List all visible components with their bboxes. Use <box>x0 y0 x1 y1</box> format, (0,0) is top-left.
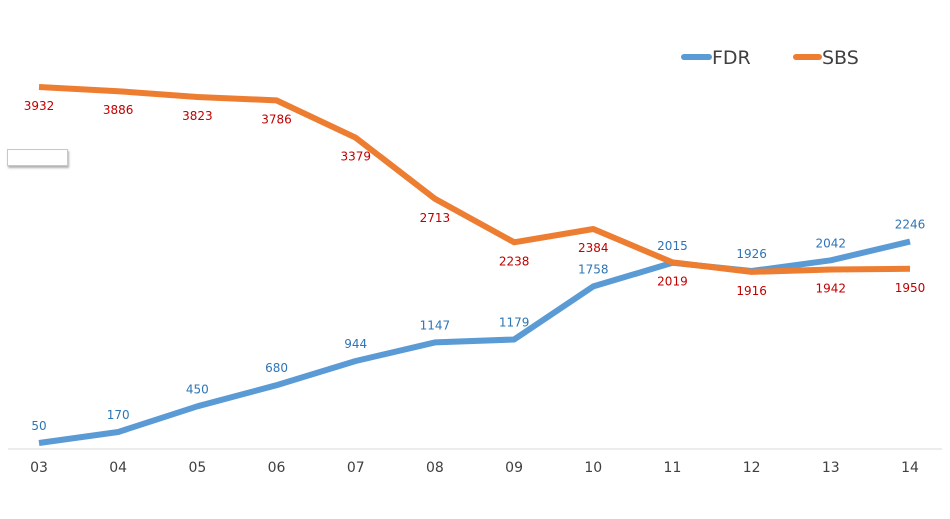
data-label-fdr-12: 1926 <box>736 247 767 261</box>
series-line-sbs <box>38 84 911 275</box>
data-label-fdr-04: 170 <box>107 408 130 422</box>
legend-label-fdr: FDR <box>712 47 751 69</box>
data-label-fdr-13: 2042 <box>816 236 847 250</box>
data-label-fdr-03: 50 <box>31 419 46 433</box>
data-label-fdr-06: 680 <box>265 361 288 375</box>
data-label-fdr-10: 1758 <box>578 262 609 276</box>
data-label-fdr-07: 944 <box>344 337 367 351</box>
x-tick-label-08: 08 <box>426 460 444 476</box>
watermark-stamp <box>7 149 68 166</box>
x-axis-tick-labels: 03 04 05 06 07 08 09 10 11 12 13 14 <box>30 460 919 476</box>
data-label-sbs-03: 3932 <box>24 99 55 113</box>
x-tick-label-06: 06 <box>268 460 286 476</box>
data-label-sbs-11: 2019 <box>657 274 688 288</box>
legend-label-sbs: SBS <box>822 47 859 69</box>
data-label-fdr-11: 2015 <box>657 239 688 253</box>
data-labels: 50 3932 170 3886 450 3823 680 3786 944 3379 1147 27… <box>24 99 926 433</box>
x-tick-label-14: 14 <box>901 460 919 476</box>
data-label-sbs-12: 1916 <box>736 284 767 298</box>
x-tick-label-09: 09 <box>505 460 523 476</box>
x-tick-label-13: 13 <box>822 460 840 476</box>
data-label-fdr-05: 450 <box>186 382 209 396</box>
data-label-sbs-08: 2713 <box>420 211 451 225</box>
legend: FDR SBS <box>681 47 859 69</box>
data-label-sbs-13: 1942 <box>816 281 847 295</box>
data-label-sbs-09: 2238 <box>499 254 530 268</box>
data-label-fdr-08: 1147 <box>420 318 451 332</box>
x-tick-label-07: 07 <box>347 460 365 476</box>
data-label-sbs-14: 1950 <box>895 281 926 295</box>
series-lines <box>38 84 911 446</box>
x-tick-label-03: 03 <box>30 460 48 476</box>
data-label-sbs-06: 3786 <box>261 112 292 126</box>
data-label-fdr-14: 2246 <box>895 218 926 232</box>
data-label-sbs-04: 3886 <box>103 103 134 117</box>
x-tick-label-10: 10 <box>584 460 602 476</box>
x-tick-label-04: 04 <box>109 460 127 476</box>
x-tick-label-11: 11 <box>664 460 682 476</box>
data-label-sbs-07: 3379 <box>340 150 371 164</box>
x-tick-label-05: 05 <box>188 460 206 476</box>
x-tick-label-12: 12 <box>743 460 761 476</box>
data-label-fdr-09: 1179 <box>499 315 530 329</box>
data-label-sbs-05: 3823 <box>182 109 213 123</box>
data-label-sbs-10: 2384 <box>578 241 609 255</box>
